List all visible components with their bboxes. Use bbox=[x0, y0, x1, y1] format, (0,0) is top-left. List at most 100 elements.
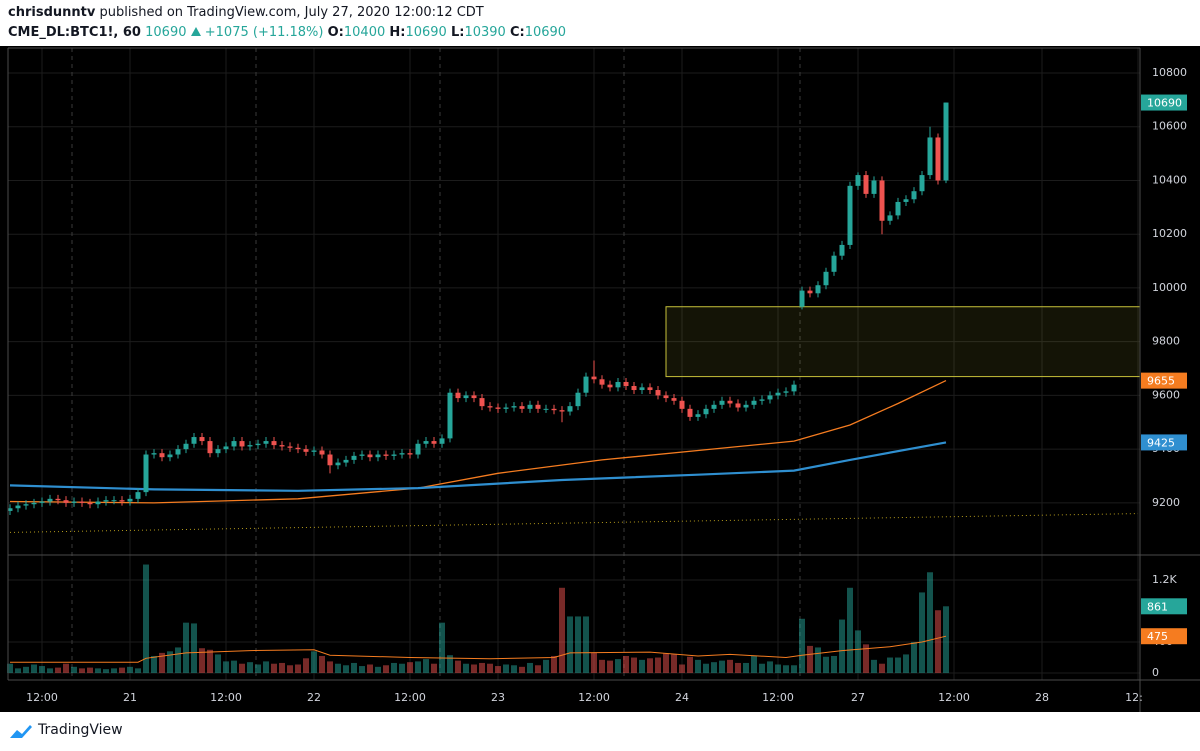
candle-body bbox=[23, 504, 29, 506]
volume-bar bbox=[551, 655, 557, 674]
volume-bar bbox=[719, 660, 725, 674]
volume-bar bbox=[255, 664, 261, 674]
volume-bar bbox=[111, 668, 117, 674]
candle-body bbox=[95, 501, 101, 505]
volume-bar bbox=[351, 662, 357, 674]
x-tick-label: 23 bbox=[491, 691, 505, 704]
candle-body bbox=[239, 441, 245, 447]
volume-bar bbox=[167, 651, 173, 674]
close-value: 10690 bbox=[524, 25, 567, 40]
y-tick-label: 10000 bbox=[1152, 281, 1187, 294]
candle-body bbox=[703, 408, 709, 415]
candle-body bbox=[31, 502, 37, 505]
header: chrisdunntv published on TradingView.com… bbox=[0, 0, 1200, 46]
brand-logo bbox=[10, 725, 32, 738]
volume-bar bbox=[479, 662, 485, 674]
volume-bar bbox=[791, 665, 797, 674]
volume-bar bbox=[151, 655, 157, 674]
footer: TradingView bbox=[0, 712, 1200, 751]
high-value: 10690 bbox=[405, 25, 447, 40]
candle-body bbox=[823, 271, 829, 286]
volume-bar bbox=[39, 666, 45, 674]
candle-body bbox=[839, 244, 845, 256]
volume-bar bbox=[431, 663, 437, 674]
publish-info: published on TradingView.com, July 27, 2… bbox=[99, 5, 484, 20]
volume-bar bbox=[31, 664, 37, 674]
candle-body bbox=[47, 498, 53, 502]
volume-tick-label: 0 bbox=[1152, 666, 1159, 679]
candle-body bbox=[127, 498, 133, 502]
moving-average-line bbox=[9, 441, 947, 492]
candle-body bbox=[287, 446, 293, 448]
volume-bar bbox=[463, 663, 469, 674]
candle-body bbox=[167, 454, 173, 458]
volume-bar bbox=[735, 662, 741, 674]
volume-bar bbox=[879, 663, 885, 674]
up-arrow bbox=[190, 27, 201, 36]
volume-bar bbox=[743, 662, 749, 674]
x-tick-label: 27 bbox=[851, 691, 865, 704]
y-tick-label: 10200 bbox=[1152, 227, 1187, 240]
volume-bar bbox=[279, 662, 285, 674]
volume-bar bbox=[671, 654, 677, 674]
candle-body bbox=[175, 449, 181, 455]
volume-bar bbox=[263, 661, 269, 674]
volume-bar bbox=[559, 587, 565, 674]
candle-body bbox=[679, 400, 685, 409]
candle-body bbox=[559, 410, 565, 412]
candle-body bbox=[263, 441, 269, 444]
candle-body bbox=[719, 400, 725, 405]
candle-body bbox=[615, 381, 621, 388]
volume-bar bbox=[511, 665, 517, 674]
price-tag bbox=[1141, 372, 1187, 389]
y-tick-label: 9800 bbox=[1152, 335, 1180, 348]
volume-ma-line bbox=[10, 635, 947, 663]
x-tick-label: 12:00 bbox=[210, 691, 242, 704]
volume-bar bbox=[751, 655, 757, 674]
volume-bar bbox=[583, 616, 589, 674]
candle-body bbox=[695, 414, 701, 417]
volume-bar bbox=[183, 622, 189, 674]
volume-bar bbox=[935, 610, 941, 674]
change: +1075 (+11.18%) bbox=[204, 25, 324, 40]
price-tag-label: 10690 bbox=[1147, 97, 1182, 110]
volume-bar bbox=[359, 666, 365, 674]
volume-bar bbox=[727, 659, 733, 674]
volume-bar bbox=[63, 663, 69, 674]
volume-bar bbox=[87, 667, 93, 674]
candle-body bbox=[535, 404, 541, 409]
volume-bar bbox=[103, 669, 109, 674]
volume-bar bbox=[239, 663, 245, 674]
price-tag-label: 9425 bbox=[1147, 436, 1175, 449]
volume-bar bbox=[15, 668, 21, 674]
volume-bar bbox=[455, 660, 461, 674]
volume-bar bbox=[711, 662, 717, 674]
volume-bar bbox=[375, 666, 381, 674]
candle-body bbox=[463, 395, 469, 399]
candle-body bbox=[231, 441, 237, 447]
candle-body bbox=[663, 395, 669, 399]
candle-body bbox=[295, 447, 301, 450]
candle-body bbox=[207, 441, 213, 454]
volume-bar bbox=[543, 659, 549, 674]
volume-bar bbox=[399, 663, 405, 674]
candle-body bbox=[135, 492, 141, 499]
candle-body bbox=[847, 185, 853, 245]
volume-bar bbox=[79, 668, 85, 674]
candle-body bbox=[583, 376, 589, 393]
candle-body bbox=[479, 398, 485, 407]
candle-body bbox=[367, 454, 373, 458]
candle-body bbox=[271, 441, 277, 446]
candle-body bbox=[79, 501, 85, 503]
symbol: CME_DL:BTC1!, 60 bbox=[8, 25, 141, 40]
volume-bar bbox=[303, 658, 309, 674]
x-tick-label: 12: bbox=[1125, 691, 1143, 704]
candle-body bbox=[935, 137, 941, 181]
volume-bar bbox=[847, 587, 853, 674]
volume-bar bbox=[775, 664, 781, 674]
candle-body bbox=[63, 500, 69, 503]
candle-body bbox=[487, 406, 493, 408]
candle-body bbox=[799, 290, 805, 307]
price-tag bbox=[1141, 94, 1187, 111]
